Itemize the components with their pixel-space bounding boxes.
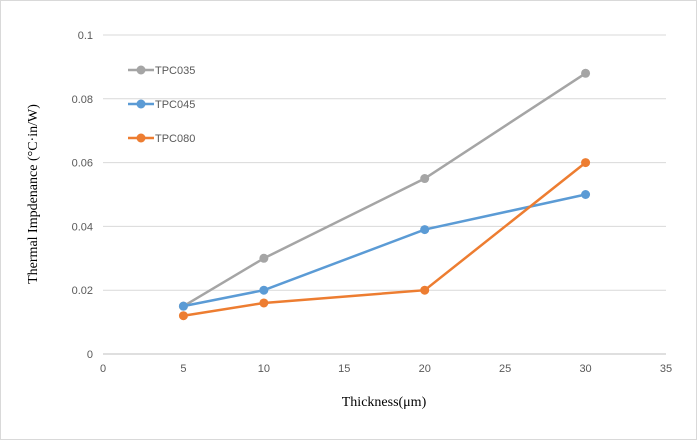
data-point-TPC080: [259, 298, 269, 308]
data-point-TPC045: [178, 301, 188, 311]
legend-marker: [136, 99, 146, 109]
series-line-TPC045: [183, 193, 586, 308]
data-point-TPC080: [420, 285, 430, 295]
y-tick-label: 0.04: [72, 221, 93, 233]
x-tick-label: 35: [660, 363, 672, 375]
data-point-TPC080: [581, 158, 591, 168]
data-point-TPC035: [581, 68, 591, 78]
x-tick-label: 5: [180, 363, 186, 375]
data-point-TPC045: [259, 285, 269, 295]
x-tick-label: 0: [100, 363, 106, 375]
y-tick-label: 0.08: [72, 94, 93, 106]
data-point-TPC045: [420, 225, 430, 235]
legend-label: TPC045: [155, 99, 195, 111]
x-tick-label: 25: [499, 363, 511, 375]
legend-marker: [136, 65, 146, 75]
data-point-TPC035: [420, 174, 430, 184]
x-tick-label: 15: [338, 363, 350, 375]
data-point-TPC035: [259, 253, 269, 263]
legend-label: TPC080: [155, 133, 195, 145]
legend-label: TPC035: [155, 65, 195, 77]
x-tick-label: 30: [579, 363, 591, 375]
x-axis-label: Thickness(μm): [342, 395, 427, 410]
data-point-TPC080: [178, 311, 188, 321]
y-axis-label: Thermal Impdenance (°C·in/W): [26, 104, 41, 284]
y-tick-label: 0: [87, 349, 93, 361]
y-tick-label: 0.1: [78, 30, 93, 42]
series-line-TPC080: [183, 161, 587, 317]
y-tick-label: 0.02: [72, 285, 93, 297]
legend-marker: [136, 133, 146, 143]
data-point-TPC045: [581, 190, 591, 199]
x-tick-label: 10: [258, 363, 270, 375]
y-tick-label: 0.06: [72, 158, 93, 170]
x-tick-label: 20: [419, 363, 431, 375]
series-line-TPC035: [182, 72, 587, 308]
